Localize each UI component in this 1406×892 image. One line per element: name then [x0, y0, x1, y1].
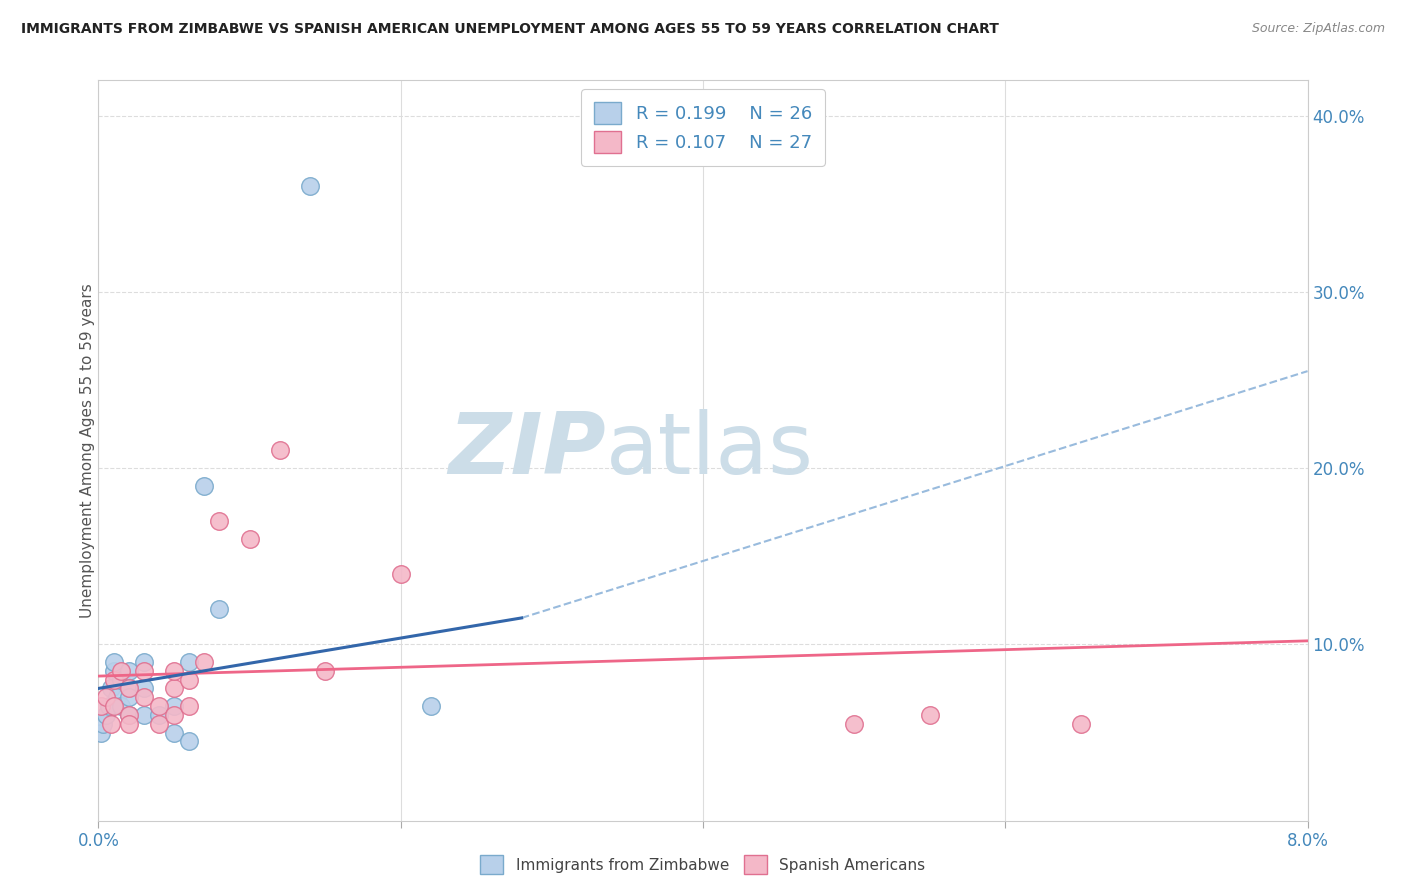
Point [103, 699, 125, 714]
Point [193, 479, 215, 493]
Point [208, 514, 231, 528]
Point [1070, 716, 1092, 731]
Point [94, 707, 117, 722]
Point [98, 699, 121, 714]
Legend: Immigrants from Zimbabwe, Spanish Americans: Immigrants from Zimbabwe, Spanish Americ… [474, 849, 932, 880]
Point [179, 699, 201, 714]
Point [110, 699, 132, 714]
Point [389, 566, 412, 581]
Point [118, 716, 141, 731]
Point [918, 707, 941, 722]
Text: Source: ZipAtlas.com: Source: ZipAtlas.com [1251, 22, 1385, 36]
Point [132, 690, 155, 705]
Point [299, 179, 322, 194]
Point [269, 443, 291, 458]
Text: IMMIGRANTS FROM ZIMBABWE VS SPANISH AMERICAN UNEMPLOYMENT AMONG AGES 55 TO 59 YE: IMMIGRANTS FROM ZIMBABWE VS SPANISH AMER… [21, 22, 1000, 37]
Point [100, 681, 122, 696]
Point [118, 681, 141, 696]
Point [105, 690, 128, 705]
Text: atlas: atlas [606, 409, 814, 492]
Point [132, 681, 155, 696]
Point [148, 699, 170, 714]
Point [148, 707, 170, 722]
Point [420, 699, 443, 714]
Point [118, 690, 141, 705]
Point [103, 655, 125, 669]
Point [90, 699, 112, 714]
Point [118, 707, 141, 722]
Point [103, 664, 125, 678]
Point [118, 664, 141, 678]
Point [94, 690, 117, 705]
Point [163, 707, 186, 722]
Point [148, 716, 170, 731]
Point [132, 664, 155, 678]
Point [118, 707, 141, 722]
Point [163, 681, 186, 696]
Point [103, 673, 125, 687]
Y-axis label: Unemployment Among Ages 55 to 59 years: Unemployment Among Ages 55 to 59 years [80, 283, 94, 618]
Point [314, 664, 336, 678]
Point [110, 664, 132, 678]
Point [90, 725, 112, 739]
Point [132, 655, 155, 669]
Point [118, 681, 141, 696]
Point [208, 602, 231, 616]
Point [179, 734, 201, 748]
Point [179, 655, 201, 669]
Point [100, 716, 122, 731]
Point [91, 716, 114, 731]
Point [239, 532, 262, 546]
Point [132, 707, 155, 722]
Point [163, 664, 186, 678]
Text: ZIP: ZIP [449, 409, 606, 492]
Point [163, 699, 186, 714]
Point [193, 655, 215, 669]
Point [844, 716, 866, 731]
Legend: R = 0.199    N = 26, R = 0.107    N = 27: R = 0.199 N = 26, R = 0.107 N = 27 [582, 89, 824, 166]
Point [110, 673, 132, 687]
Point [179, 673, 201, 687]
Point [163, 725, 186, 739]
